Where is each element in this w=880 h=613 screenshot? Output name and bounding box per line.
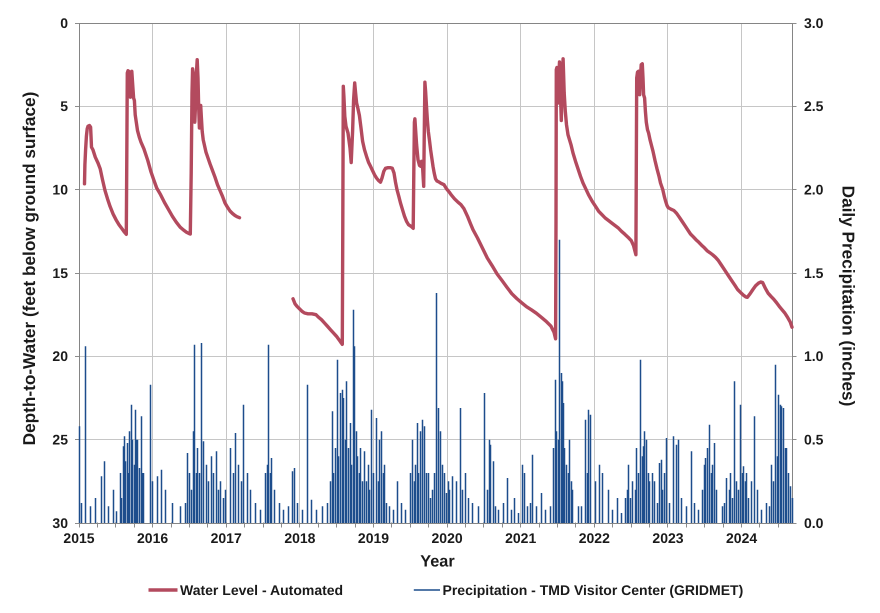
svg-text:0.0: 0.0 bbox=[804, 515, 824, 531]
svg-text:1.5: 1.5 bbox=[804, 265, 824, 281]
svg-text:20: 20 bbox=[52, 348, 68, 364]
svg-text:0.5: 0.5 bbox=[804, 432, 824, 448]
svg-text:2019: 2019 bbox=[358, 530, 389, 546]
svg-text:10: 10 bbox=[52, 182, 68, 198]
svg-text:2022: 2022 bbox=[579, 530, 610, 546]
svg-text:25: 25 bbox=[52, 432, 68, 448]
svg-text:2.5: 2.5 bbox=[804, 98, 824, 114]
svg-text:1.0: 1.0 bbox=[804, 348, 824, 364]
svg-text:2018: 2018 bbox=[284, 530, 315, 546]
svg-text:2020: 2020 bbox=[432, 530, 463, 546]
svg-text:2024: 2024 bbox=[726, 530, 757, 546]
svg-text:2023: 2023 bbox=[652, 530, 683, 546]
svg-text:Daily Precipitation (inches): Daily Precipitation (inches) bbox=[839, 186, 859, 407]
svg-text:Depth-to-Water (feet below gro: Depth-to-Water (feet below ground surfac… bbox=[19, 92, 39, 446]
svg-text:5: 5 bbox=[60, 98, 68, 114]
svg-text:2.0: 2.0 bbox=[804, 182, 824, 198]
svg-text:Precipitation - TMD Visitor Ce: Precipitation - TMD Visitor Center (GRID… bbox=[443, 582, 744, 598]
svg-text:2017: 2017 bbox=[211, 530, 242, 546]
svg-text:3.0: 3.0 bbox=[804, 15, 824, 31]
svg-text:Water Level - Automated: Water Level - Automated bbox=[180, 582, 343, 598]
svg-text:0: 0 bbox=[60, 15, 68, 31]
svg-text:2015: 2015 bbox=[63, 530, 94, 546]
svg-text:Year: Year bbox=[420, 553, 455, 571]
svg-text:30: 30 bbox=[52, 515, 68, 531]
svg-text:2021: 2021 bbox=[505, 530, 536, 546]
svg-text:15: 15 bbox=[52, 265, 68, 281]
svg-text:2016: 2016 bbox=[137, 530, 168, 546]
